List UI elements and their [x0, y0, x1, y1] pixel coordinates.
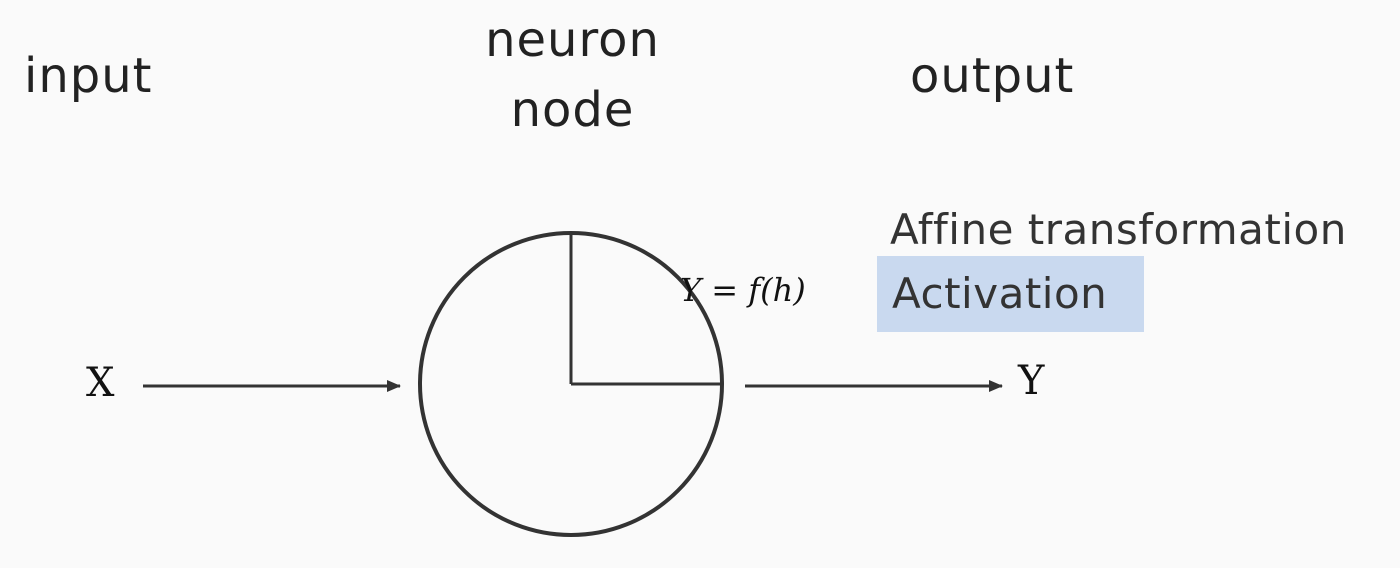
node-label: node	[510, 82, 635, 138]
affine-transformation-step: Affine transformation	[890, 205, 1347, 254]
input-label: input	[24, 48, 153, 104]
input-variable: X	[86, 360, 115, 406]
output-label: output	[910, 48, 1075, 104]
output-variable: Y	[1018, 358, 1045, 404]
activation-formula: Y = f(h)	[680, 271, 806, 309]
neuron-label: neuron	[485, 12, 660, 68]
activation-highlight	[877, 256, 1144, 332]
activation-step: Activation	[892, 269, 1108, 318]
